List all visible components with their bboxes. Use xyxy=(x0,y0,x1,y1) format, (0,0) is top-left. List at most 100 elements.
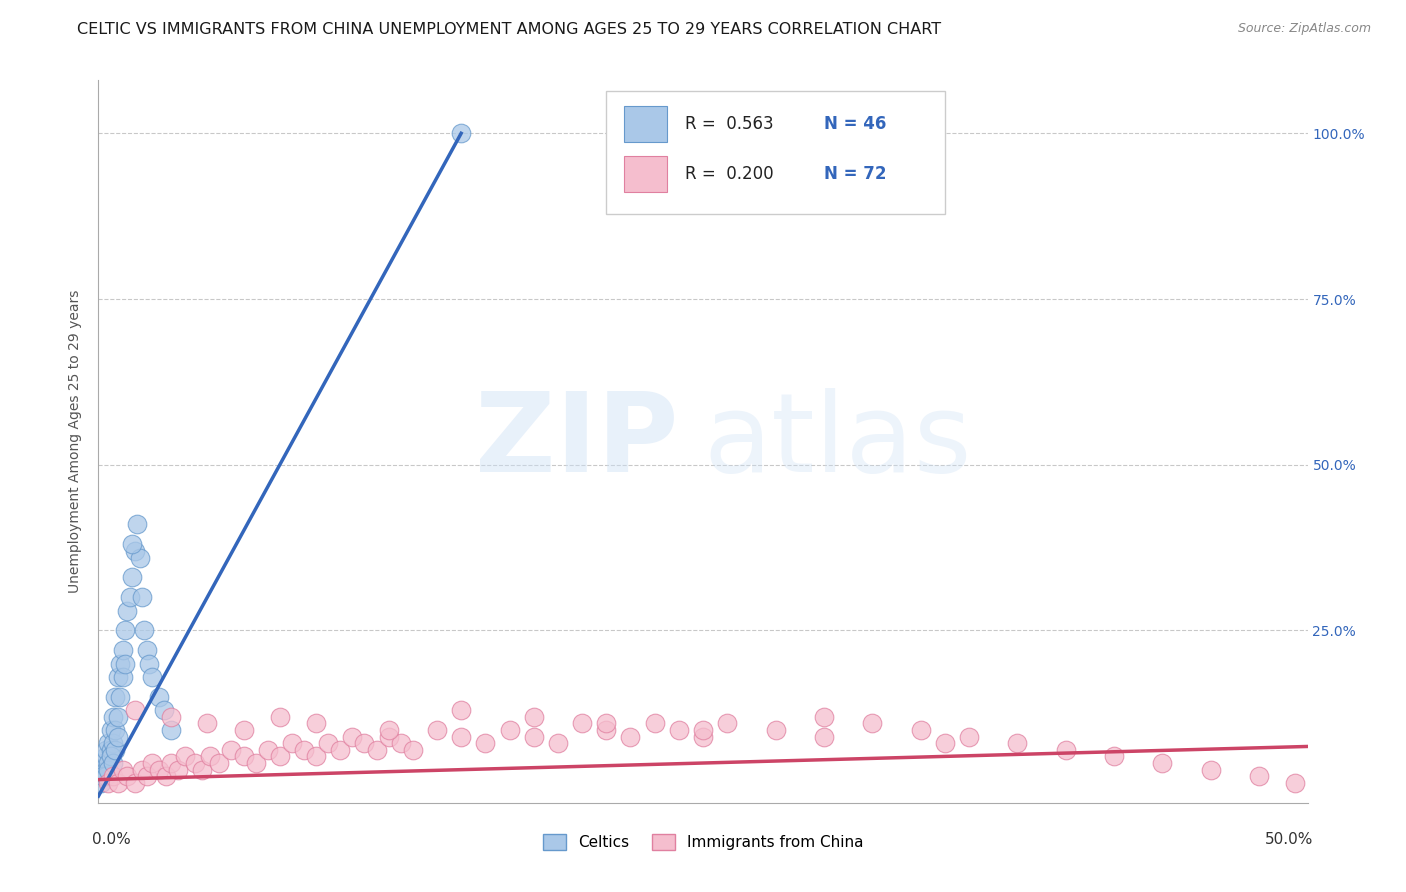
Point xyxy=(127,517,149,532)
Point xyxy=(934,736,956,750)
Point xyxy=(124,703,146,717)
Point xyxy=(316,736,339,750)
Point xyxy=(160,723,183,737)
Text: 0.0%: 0.0% xyxy=(93,831,131,847)
Point xyxy=(90,776,112,790)
Point xyxy=(910,723,932,737)
Point xyxy=(141,756,163,770)
Legend: Celtics, Immigrants from China: Celtics, Immigrants from China xyxy=(537,829,869,856)
Point xyxy=(160,756,183,770)
Text: N = 72: N = 72 xyxy=(824,165,886,183)
Point xyxy=(124,544,146,558)
Point xyxy=(716,716,738,731)
Point xyxy=(292,743,315,757)
Point xyxy=(232,749,254,764)
Point xyxy=(1249,769,1271,783)
Point xyxy=(305,716,328,731)
Point xyxy=(135,769,157,783)
Point xyxy=(619,730,641,744)
Point xyxy=(329,743,352,757)
Point xyxy=(305,749,328,764)
Point xyxy=(595,716,617,731)
Y-axis label: Unemployment Among Ages 25 to 29 years: Unemployment Among Ages 25 to 29 years xyxy=(69,290,83,593)
Point xyxy=(135,643,157,657)
Point xyxy=(160,709,183,723)
Point xyxy=(121,570,143,584)
Point xyxy=(117,769,139,783)
Point xyxy=(152,703,174,717)
Point xyxy=(155,769,177,783)
Point xyxy=(148,690,170,704)
Point xyxy=(450,703,472,717)
Point xyxy=(94,763,117,777)
Point xyxy=(498,723,520,737)
Point xyxy=(111,670,134,684)
Point xyxy=(138,657,160,671)
Point xyxy=(1007,736,1029,750)
Point xyxy=(101,769,124,783)
Point xyxy=(94,749,117,764)
Point xyxy=(108,657,131,671)
Point xyxy=(91,756,114,770)
Point xyxy=(198,749,221,764)
Point xyxy=(366,743,388,757)
FancyBboxPatch shape xyxy=(606,91,945,214)
Point xyxy=(402,743,425,757)
Point xyxy=(1102,749,1125,764)
Point xyxy=(107,709,129,723)
Point xyxy=(191,763,214,777)
Point xyxy=(377,723,399,737)
Point xyxy=(111,763,134,777)
Point xyxy=(184,756,207,770)
Point xyxy=(134,624,156,638)
Point xyxy=(474,736,496,750)
Point xyxy=(104,690,127,704)
Point xyxy=(114,657,136,671)
Bar xyxy=(624,156,666,193)
Point xyxy=(91,769,114,783)
Point xyxy=(108,690,131,704)
Point xyxy=(107,670,129,684)
Point xyxy=(101,709,124,723)
Point xyxy=(111,643,134,657)
Point xyxy=(107,730,129,744)
Point xyxy=(813,730,835,744)
Point xyxy=(117,603,139,617)
Point xyxy=(121,537,143,551)
Point xyxy=(1284,776,1306,790)
Text: ZIP: ZIP xyxy=(475,388,679,495)
Point xyxy=(128,550,150,565)
Point xyxy=(118,591,141,605)
Point xyxy=(765,723,787,737)
Point xyxy=(595,723,617,737)
Point xyxy=(107,776,129,790)
Point xyxy=(813,709,835,723)
Point xyxy=(97,736,120,750)
Point xyxy=(860,716,883,731)
Point xyxy=(91,763,114,777)
Point xyxy=(426,723,449,737)
Point xyxy=(692,730,714,744)
Point xyxy=(124,776,146,790)
Bar xyxy=(624,105,666,142)
Point xyxy=(101,756,124,770)
Point xyxy=(221,743,243,757)
Point xyxy=(90,769,112,783)
Point xyxy=(97,763,120,777)
Point xyxy=(353,736,375,750)
Point xyxy=(195,716,218,731)
Point xyxy=(101,736,124,750)
Point xyxy=(523,730,546,744)
Text: R =  0.563: R = 0.563 xyxy=(685,115,773,133)
Point xyxy=(256,743,278,757)
Point xyxy=(269,749,291,764)
Point xyxy=(174,749,197,764)
Text: atlas: atlas xyxy=(703,388,972,495)
Point xyxy=(342,730,364,744)
Point xyxy=(547,736,569,750)
Point xyxy=(571,716,593,731)
Point xyxy=(208,756,231,770)
Point xyxy=(269,709,291,723)
Text: 50.0%: 50.0% xyxy=(1265,831,1313,847)
Point xyxy=(167,763,190,777)
